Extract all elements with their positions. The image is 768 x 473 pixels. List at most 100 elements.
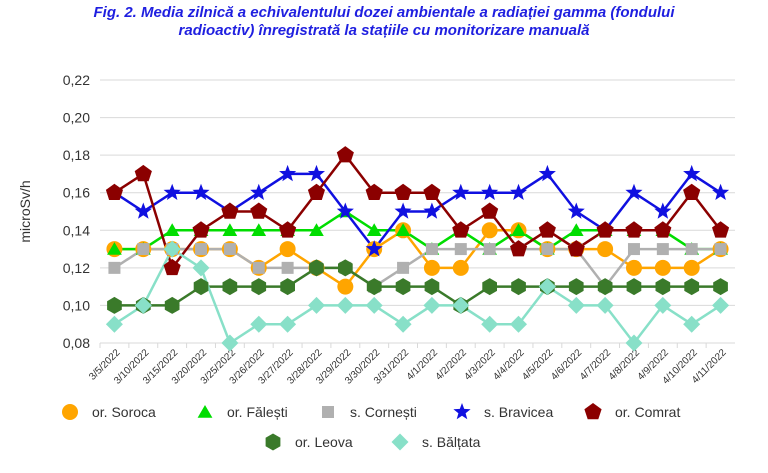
y-tick-label: 0,22 xyxy=(63,72,90,88)
data-point-s-baltata xyxy=(336,296,354,314)
data-point-or-leova xyxy=(597,278,613,296)
data-point-or-comrat xyxy=(250,202,268,219)
data-point-or-soroca xyxy=(423,259,440,276)
legend-label: s. Cornești xyxy=(350,404,417,420)
data-point-or-comrat xyxy=(221,202,239,219)
data-point-or-leova xyxy=(482,278,497,296)
data-point-or-leova xyxy=(193,278,209,296)
data-point-or-falesti xyxy=(366,223,382,236)
data-point-s-bravicea xyxy=(336,202,354,219)
legend-item-or-soroca: or. Soroca xyxy=(62,404,156,420)
legend-item-s-cornesti: s. Cornești xyxy=(322,404,417,420)
data-point-or-soroca xyxy=(481,222,498,239)
chart-title-line-1: Fig. 2. Media zilnică a echivalentului d… xyxy=(93,4,675,21)
data-point-or-comrat xyxy=(510,240,528,257)
data-point-s-baltata xyxy=(105,315,123,333)
data-point-s-baltata xyxy=(712,296,730,314)
data-point-s-cornesti xyxy=(541,243,554,256)
data-point-or-falesti xyxy=(568,223,584,236)
data-point-or-falesti xyxy=(395,223,411,236)
data-point-s-bravicea xyxy=(625,183,643,200)
data-point-s-baltata xyxy=(596,296,614,314)
data-point-s-baltata xyxy=(163,240,181,258)
data-point-or-leova xyxy=(568,278,584,296)
data-point-or-leova xyxy=(511,278,526,296)
data-point-s-bravicea xyxy=(307,164,325,182)
data-point-or-leova xyxy=(338,259,353,277)
data-point-s-bravicea xyxy=(510,183,528,200)
data-point-s-bravicea xyxy=(481,183,499,200)
data-point-s-cornesti xyxy=(656,243,669,256)
data-point-s-bravicea xyxy=(683,164,701,182)
data-point-or-comrat xyxy=(683,183,701,200)
data-point-or-soroca xyxy=(597,241,614,258)
data-point-s-baltata xyxy=(134,296,152,314)
data-point-s-baltata xyxy=(365,296,383,314)
data-point-s-cornesti xyxy=(454,243,467,256)
y-axis-label: microSv/h xyxy=(17,180,33,242)
legend-marker-s-cornesti xyxy=(322,406,334,418)
data-point-s-bravicea xyxy=(279,164,297,182)
data-point-s-baltata xyxy=(510,315,527,333)
data-point-or-comrat xyxy=(192,221,210,238)
series-line-or-comrat xyxy=(113,153,722,271)
series-line-s-bravicea xyxy=(113,172,722,252)
y-tick-label: 0,16 xyxy=(63,185,90,201)
data-point-or-comrat xyxy=(394,183,412,200)
data-point-s-cornesti xyxy=(425,243,438,256)
legend-label: or. Comrat xyxy=(615,404,680,420)
data-point-s-baltata xyxy=(423,296,441,314)
data-point-or-soroca xyxy=(452,259,469,276)
data-point-or-leova xyxy=(222,278,238,296)
data-point-or-falesti xyxy=(251,223,267,236)
data-point-or-leova xyxy=(107,296,122,314)
legend-label: or. Fălești xyxy=(227,404,288,420)
data-point-or-falesti xyxy=(107,242,122,255)
legend-marker-or-leova xyxy=(265,433,281,451)
data-point-or-comrat xyxy=(452,221,470,238)
legend-marker-or-falesti xyxy=(197,405,213,418)
data-point-s-bravicea xyxy=(134,202,152,219)
data-point-or-comrat xyxy=(279,221,297,238)
data-point-or-falesti xyxy=(309,223,324,236)
data-point-s-cornesti xyxy=(714,243,727,256)
data-point-or-comrat xyxy=(538,221,556,238)
data-point-s-bravicea xyxy=(192,183,210,200)
data-point-s-bravicea xyxy=(452,183,470,200)
data-point-or-comrat xyxy=(307,183,325,200)
data-point-or-leova xyxy=(309,259,324,277)
legend-item-or-leova: or. Leova xyxy=(265,433,353,451)
data-point-s-bravicea xyxy=(365,240,383,257)
data-point-s-baltata xyxy=(221,334,239,352)
data-point-or-comrat xyxy=(654,221,672,238)
data-point-or-leova xyxy=(251,278,267,296)
legend-marker-s-bravicea xyxy=(453,403,471,420)
data-point-or-comrat xyxy=(105,183,123,200)
data-point-s-baltata xyxy=(308,296,325,314)
data-point-s-baltata xyxy=(394,315,412,333)
legend-label: or. Leova xyxy=(295,434,353,450)
data-point-s-bravicea xyxy=(538,164,556,182)
data-point-s-baltata xyxy=(538,278,556,296)
data-point-or-leova xyxy=(280,278,295,296)
data-point-or-leova xyxy=(626,278,642,296)
data-point-or-soroca xyxy=(337,278,354,295)
data-point-s-cornesti xyxy=(137,243,150,256)
data-point-s-bravicea xyxy=(163,183,181,200)
data-point-or-comrat xyxy=(423,183,441,200)
data-point-s-baltata xyxy=(279,315,297,333)
data-point-s-baltata xyxy=(192,259,210,277)
data-point-s-bravicea xyxy=(712,183,730,200)
data-point-s-baltata xyxy=(567,296,585,314)
y-tick-label: 0,20 xyxy=(63,110,90,126)
data-point-or-comrat xyxy=(712,221,730,238)
data-point-s-bravicea xyxy=(654,202,672,219)
y-tick-label: 0,10 xyxy=(63,297,90,313)
legend-item-or-falesti: or. Fălești xyxy=(197,404,288,420)
data-point-or-falesti xyxy=(222,223,238,236)
data-point-or-comrat xyxy=(596,221,614,238)
legend-item-s-baltata: s. Bălțata xyxy=(391,433,481,451)
legend-item-s-bravicea: s. Bravicea xyxy=(453,403,553,420)
legend-label: s. Bravicea xyxy=(484,404,553,420)
